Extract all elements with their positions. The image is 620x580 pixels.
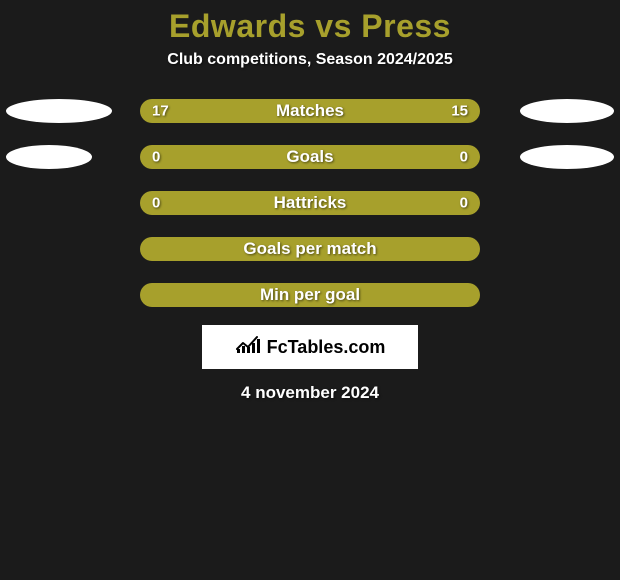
right-player-ellipse [520, 99, 614, 123]
source-logo-box: FcTables.com [202, 325, 418, 369]
stat-label: Matches [276, 101, 344, 121]
stat-row: Min per goal [0, 283, 620, 307]
right-side-slot [480, 145, 620, 169]
comparison-subtitle: Club competitions, Season 2024/2025 [0, 51, 620, 69]
left-player-ellipse [6, 99, 112, 123]
stat-rows: Matches 17 15 Goals 0 0 Hattricks 0 0 Goals per m… [0, 99, 620, 307]
bar-chart-icon [235, 335, 261, 360]
stat-row: Goals 0 0 [0, 145, 620, 169]
stat-bar: Goals 0 0 [140, 145, 480, 169]
stat-row: Matches 17 15 [0, 99, 620, 123]
stat-row: Hattricks 0 0 [0, 191, 620, 215]
infographic-canvas: Edwards vs Press Club competitions, Seas… [0, 0, 620, 580]
comparison-title: Edwards vs Press [0, 8, 620, 45]
stat-label: Goals [286, 147, 333, 167]
stat-row: Goals per match [0, 237, 620, 261]
left-side-slot [0, 145, 140, 169]
stat-bar: Matches 17 15 [140, 99, 480, 123]
stat-label: Hattricks [274, 193, 347, 213]
source-logo-text: FcTables.com [267, 337, 386, 358]
stat-bar: Goals per match [140, 237, 480, 261]
date-label: 4 november 2024 [0, 383, 620, 403]
right-player-ellipse [520, 145, 614, 169]
stat-right-value: 15 [451, 103, 468, 120]
stat-bar: Hattricks 0 0 [140, 191, 480, 215]
stat-left-value: 0 [152, 149, 160, 166]
right-side-slot [480, 99, 620, 123]
stat-bar: Min per goal [140, 283, 480, 307]
stat-left-value: 0 [152, 195, 160, 212]
left-player-ellipse [6, 145, 92, 169]
left-side-slot [0, 99, 140, 123]
stat-right-value: 0 [460, 149, 468, 166]
stat-label: Min per goal [260, 285, 360, 305]
stat-label: Goals per match [243, 239, 376, 259]
stat-left-value: 17 [152, 103, 169, 120]
stat-right-value: 0 [460, 195, 468, 212]
